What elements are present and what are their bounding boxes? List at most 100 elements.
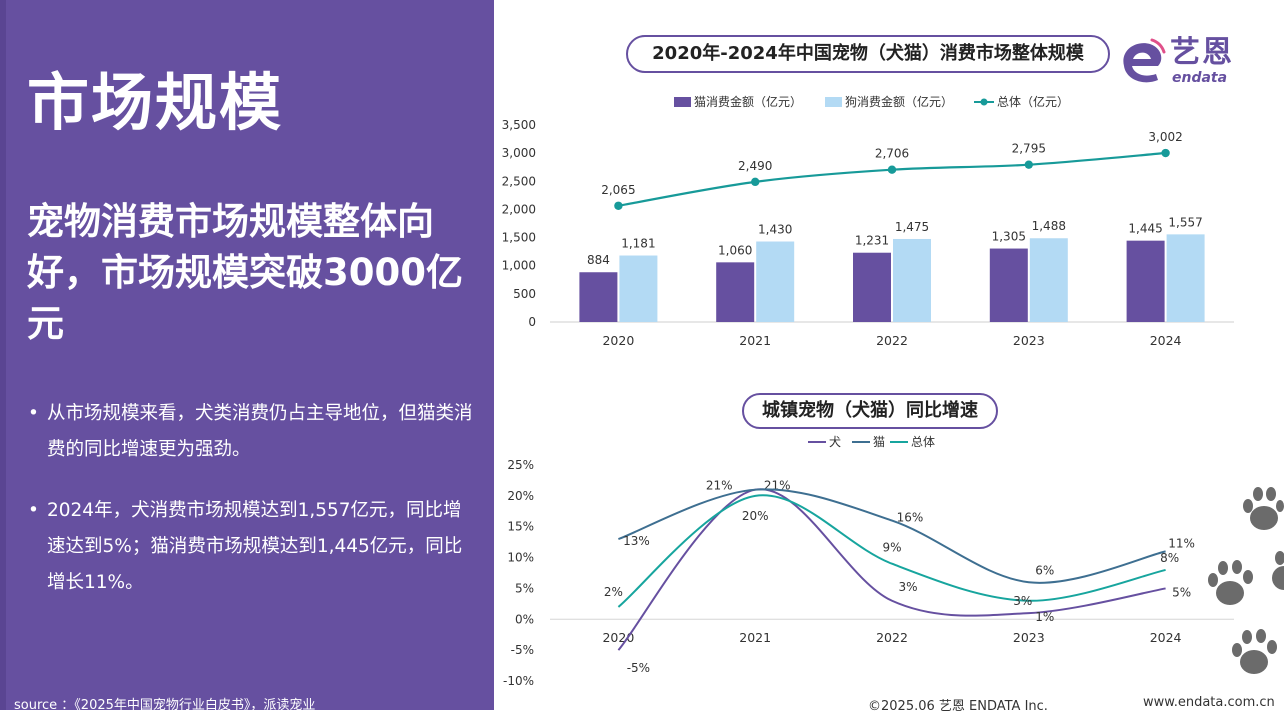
dog-bar-label: 1,181: [621, 237, 655, 251]
total-line: [618, 151, 1166, 207]
legend-cat-swatch: [674, 97, 691, 107]
y-tick-label: -10%: [503, 674, 534, 688]
total-label: 2,490: [738, 159, 772, 173]
chart2-title: 城镇宠物（犬猫）同比增速: [742, 393, 998, 429]
source-note: source ：《2025年中国宠物行业白皮书》，派读宠业: [14, 698, 316, 713]
endata-logo: 艺恩 endata: [1118, 36, 1248, 90]
cat-bar: [853, 252, 891, 322]
bar-line-chart: 0 500 1,000 1,500 2,000 2,500 3,000 3,500 2020 20…: [502, 94, 1234, 348]
total-growth-line-label: 20%: [742, 509, 769, 523]
dog-bar: [1029, 238, 1068, 322]
y-tick-label: 0%: [515, 612, 534, 626]
legend-dog-swatch: [825, 97, 842, 107]
cat-bar: [716, 262, 755, 322]
dog-growth-line-label: 1%: [1035, 610, 1054, 624]
y-tick-label: 10%: [507, 551, 534, 565]
dog-growth-line-label: -5%: [627, 661, 650, 675]
x-tick-label: 2021: [739, 333, 771, 348]
dog-bar: [619, 255, 658, 322]
cat-bar-label: 884: [587, 253, 610, 267]
left-panel: 市场规模 宠物消费市场规模整体向好，市场规模突破3000亿元 从市场规模来看，犬…: [0, 0, 494, 713]
legend-cat-growth-line-label: 猫: [873, 435, 885, 449]
y-tick-label: 20%: [507, 489, 534, 503]
cat-bar: [989, 248, 1028, 322]
paw-print-icon: [1208, 560, 1253, 605]
footer-url[interactable]: www.endata.com.cn: [1143, 695, 1275, 710]
cat-growth-line-label: 16%: [897, 511, 924, 525]
paw-print-icon: [1232, 629, 1277, 674]
y-tick-label: 5%: [515, 581, 534, 595]
cat-bar-label: 1,060: [718, 243, 752, 257]
x-tick-label: 2022: [876, 333, 908, 348]
page-title: 市场规模: [27, 66, 284, 139]
cat-bar-label: 1,445: [1128, 222, 1162, 236]
legend-dog-label: 狗消费金额（亿元）: [845, 94, 953, 109]
dog-growth-line: [617, 488, 1166, 651]
logo-cn-text: 艺恩: [1170, 35, 1234, 70]
y-tick-label: -5%: [511, 643, 534, 657]
y-tick-label: 2,000: [502, 202, 536, 216]
endata-logo-icon: [1123, 38, 1166, 83]
x-tick-label: 2024: [1150, 333, 1182, 348]
total-growth-line-label: 3%: [1013, 594, 1032, 608]
paw-print-icon: [1272, 551, 1284, 590]
total-label: 2,706: [875, 147, 909, 161]
bullet-list: 从市场规模来看，犬类消费仍占主导地位，但猫类消费的同比增速更为强劲。 2024年…: [28, 396, 473, 626]
x-tick-label: 2020: [602, 630, 634, 645]
x-tick-label: 2023: [1013, 333, 1045, 348]
x-tick-label: 2021: [739, 630, 771, 645]
y-tick-label: 3,000: [502, 146, 536, 160]
y-tick-label: 1,000: [502, 259, 536, 273]
page-subtitle: 宠物消费市场规模整体向好，市场规模突破3000亿元: [27, 200, 463, 345]
cat-growth-line: [618, 488, 1166, 584]
legend-total-marker: [980, 98, 988, 106]
cat-bar-label: 1,231: [855, 234, 889, 248]
chart1-title: 2020年-2024年中国宠物（犬猫）消费市场整体规模: [626, 35, 1110, 73]
legend-cat-label: 猫消费金额（亿元）: [694, 94, 802, 109]
total-growth-line-label: 2%: [604, 585, 623, 599]
x-tick-label: 2022: [876, 630, 908, 645]
cat-growth-line-label: 21%: [706, 479, 733, 493]
y-tick-label: 0: [528, 315, 536, 329]
cat-growth-line-label: 11%: [1168, 536, 1195, 550]
dog-growth-line-label: 3%: [898, 580, 917, 594]
dog-bar-label: 1,475: [895, 220, 929, 234]
total-point: [751, 177, 760, 187]
cat-bar: [579, 272, 618, 322]
charts-canvas: 0 500 1,000 1,500 2,000 2,500 3,000 3,500 2020 20…: [502, 94, 1234, 688]
growth-line-chart: -10% -5% 0% 5% 10% 15% 20% 25% 2020 2021 2022 2023 2…: [503, 435, 1234, 688]
total-label: 2,795: [1012, 142, 1046, 156]
y-tick-label: 3,500: [502, 118, 536, 132]
total-growth-line: [617, 494, 1166, 608]
dog-bar-label: 1,430: [758, 223, 792, 237]
dog-bar-label: 1,557: [1168, 215, 1202, 229]
x-tick-label: 2020: [602, 333, 634, 348]
x-tick-label: 2023: [1013, 630, 1045, 645]
cat-growth-line-label: 13%: [623, 534, 650, 548]
total-growth-line-label: 9%: [882, 541, 901, 555]
total-point: [887, 165, 897, 174]
dog-bar-label: 1,488: [1032, 219, 1066, 233]
total-label: 3,002: [1148, 130, 1182, 144]
logo-en-text: endata: [1172, 70, 1228, 86]
dog-growth-line-label: 5%: [1172, 585, 1191, 599]
bullet-item: 从市场规模来看，犬类消费仍占主导地位，但猫类消费的同比增速更为强劲。: [28, 396, 473, 468]
dog-bar: [1166, 234, 1205, 322]
total-point: [1024, 160, 1033, 169]
legend-total-growth-line-label: 总体: [911, 435, 935, 449]
dog-bar: [756, 241, 795, 322]
y-tick-label: 500: [513, 287, 536, 301]
cat-bar: [1126, 240, 1165, 322]
dog-bar: [893, 238, 931, 322]
left-accent-strip: [0, 0, 6, 710]
total-label: 2,065: [601, 183, 635, 197]
cat-growth-line-label: 6%: [1035, 563, 1054, 577]
y-tick-label: 25%: [507, 458, 534, 472]
paw-print-icon: [1243, 487, 1284, 530]
footer-copyright: ©2025.06 艺恩 ENDATA Inc.: [868, 699, 1048, 714]
bullet-item: 2024年，犬消费市场规模达到1,557亿元，同比增速达到5%；猫消费市场规模达…: [28, 493, 473, 601]
x-tick-label: 2024: [1150, 630, 1182, 645]
cat-bar-label: 1,305: [992, 230, 1026, 244]
legend-dog-growth-line-label: 犬: [829, 435, 841, 449]
y-tick-label: 15%: [507, 520, 534, 534]
